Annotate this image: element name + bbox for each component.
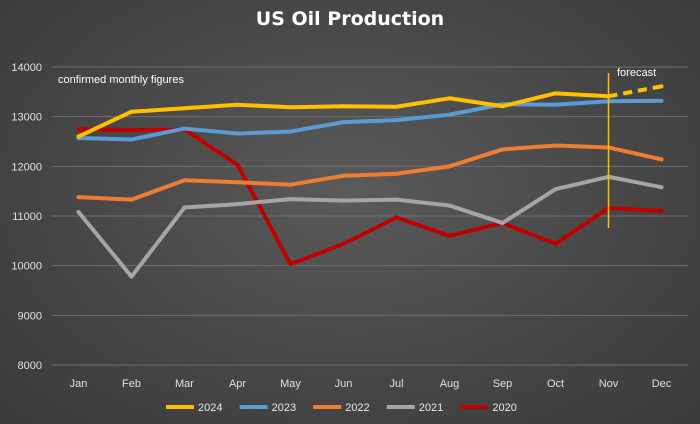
point-2022-Mar	[182, 178, 187, 183]
point-2022-Oct	[553, 143, 558, 148]
point-2020-Jul	[394, 215, 399, 220]
point-2022-Apr	[235, 180, 240, 185]
x-tick-label: Dec	[652, 378, 672, 390]
x-tick-label: May	[280, 378, 301, 390]
point-2021-Aug	[447, 203, 452, 208]
point-2022-Jan	[76, 195, 81, 200]
point-2020-May	[288, 262, 293, 267]
point-2022-May	[288, 182, 293, 187]
y-tick-label: 14000	[11, 62, 42, 74]
y-tick-label: 9000	[18, 310, 42, 322]
x-tick-label: Aug	[440, 378, 460, 390]
point-2020-Apr	[235, 162, 240, 167]
x-tick-label: Jan	[70, 378, 88, 390]
x-tick-label: Oct	[547, 378, 564, 390]
confirmed-annotation: confirmed monthly figures	[58, 74, 184, 86]
point-2021-Jul	[394, 197, 399, 202]
point-2021-Mar	[182, 205, 187, 210]
point-2023-Oct	[553, 102, 558, 107]
point-2020-Jun	[341, 241, 346, 246]
point-2021-Apr	[235, 202, 240, 207]
point-2023-Dec	[659, 98, 664, 103]
legend-label-2024: 2024	[198, 402, 222, 414]
x-axis: Jan Feb Mar Apr May Jun Jul Aug Sep Oct Nov Dec	[70, 378, 672, 390]
point-2023-Feb	[129, 137, 134, 142]
series-forecast-2024	[608, 84, 662, 99]
point-2023-Apr	[235, 131, 240, 136]
point-2021-Jun	[341, 198, 346, 203]
x-tick-label: Feb	[122, 378, 141, 390]
legend-label-2023: 2023	[272, 402, 296, 414]
series-group	[76, 84, 664, 279]
point-2023-Mar	[182, 126, 187, 131]
y-tick-label: 10000	[11, 261, 42, 273]
point-2020-Aug	[447, 233, 452, 238]
point-2022-Aug	[447, 164, 452, 169]
point-2023-Jun	[341, 120, 346, 125]
y-axis: 8000 9000 10000 11000 12000 13000 14000	[11, 62, 42, 372]
legend-label-2022: 2022	[345, 402, 369, 414]
series-line-2021	[76, 174, 664, 279]
point-2021-Jan	[76, 210, 81, 215]
point-2024-Jun	[341, 104, 346, 109]
point-2024-Oct	[553, 91, 558, 96]
point-2024-Feb	[129, 109, 134, 114]
point-2020-Dec	[659, 209, 664, 214]
point-2022-Jun	[341, 173, 346, 178]
point-2024-Sep	[500, 104, 505, 109]
point-2024-Apr	[235, 102, 240, 107]
series-line-2022	[76, 143, 664, 202]
point-2021-Oct	[553, 187, 558, 192]
y-tick-label: 13000	[11, 112, 42, 124]
y-tick-label: 12000	[11, 161, 42, 173]
x-tick-label: Sep	[493, 378, 513, 390]
point-2020-Feb	[129, 128, 134, 133]
point-2020-Oct	[553, 241, 558, 246]
point-2020-Jan	[76, 127, 81, 132]
chart-title: US Oil Production	[256, 8, 444, 30]
point-2024-Jul	[394, 104, 399, 109]
x-tick-label: Jul	[389, 378, 403, 390]
point-2024-Aug	[447, 96, 452, 101]
x-tick-label: Nov	[599, 378, 619, 390]
point-2023-Aug	[447, 112, 452, 117]
point-2021-Dec	[659, 185, 664, 190]
point-2021-Feb	[129, 274, 134, 279]
series-line-2020	[76, 127, 664, 267]
legend-label-2021: 2021	[419, 402, 443, 414]
series-line-2023	[76, 98, 664, 142]
point-2023-May	[288, 129, 293, 134]
legend: 2024 2023 2022 2021 2020	[166, 402, 517, 414]
grid	[52, 66, 688, 366]
point-2022-Dec	[659, 157, 664, 162]
x-tick-label: Apr	[229, 378, 246, 390]
y-tick-label: 11000	[12, 211, 42, 223]
point-2022-Sep	[500, 147, 505, 152]
forecast-annotation: forecast	[617, 67, 656, 79]
point-2023-Jul	[394, 118, 399, 123]
legend-label-2020: 2020	[492, 402, 516, 414]
point-2021-May	[288, 197, 293, 202]
point-2024-Mar	[182, 106, 187, 111]
point-2021-Sep	[500, 220, 505, 225]
y-tick-label: 8000	[18, 360, 42, 372]
point-2022-Feb	[129, 197, 134, 202]
point-2024-Dec	[659, 84, 664, 89]
point-2022-Jul	[394, 171, 399, 176]
point-2024-May	[288, 105, 293, 110]
point-2024-Jan	[76, 134, 81, 139]
x-tick-label: Mar	[175, 378, 194, 390]
x-tick-label: Jun	[335, 378, 353, 390]
